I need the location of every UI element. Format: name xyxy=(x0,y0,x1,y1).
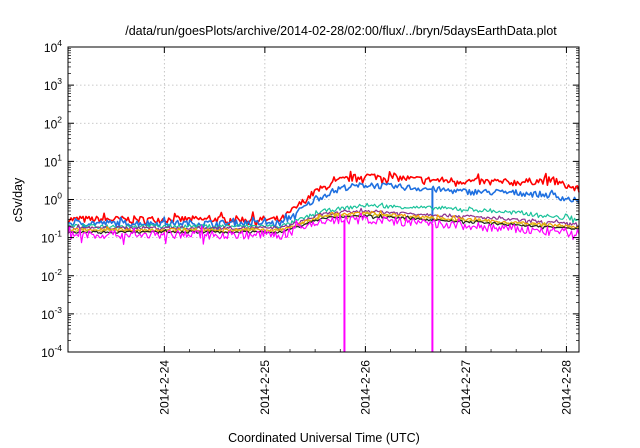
y-tick-label: 100 xyxy=(44,191,62,208)
y-tick-label: 10-3 xyxy=(41,305,62,322)
x-tick-label: 2014-2-28 xyxy=(559,360,573,415)
series-layer xyxy=(67,170,580,352)
x-tick-label: 2014-2-24 xyxy=(157,360,171,415)
y-tick-label: 10-2 xyxy=(41,267,62,284)
y-tick-label: 104 xyxy=(44,38,62,55)
grid-lines xyxy=(68,47,579,352)
series-line xyxy=(67,212,580,245)
y-tick-label: 103 xyxy=(44,76,62,93)
chart-title: /data/run/goesPlots/archive/2014-02-28/0… xyxy=(125,24,557,38)
y-tick-label: 10-1 xyxy=(41,229,62,246)
series-line xyxy=(67,214,580,235)
y-axis-label: cSv/day xyxy=(11,177,25,222)
series-line xyxy=(67,207,580,232)
series-line xyxy=(67,170,580,228)
x-tick-label: 2014-2-27 xyxy=(459,360,473,415)
y-tick-labels: 10-4 10-3 10-2 10-1 100 101 102 103 104 xyxy=(41,38,62,360)
x-tick-label: 2014-2-25 xyxy=(258,360,272,415)
x-tick-labels: 2014-2-24 2014-2-25 2014-2-26 2014-2-27 2014… xyxy=(157,360,573,415)
y-tick-label: 102 xyxy=(44,114,62,131)
series-line xyxy=(67,211,580,235)
series-line xyxy=(67,182,580,231)
series-line xyxy=(67,202,580,231)
x-tick-label: 2014-2-26 xyxy=(358,360,372,415)
y-tick-label: 101 xyxy=(44,152,62,169)
axis-ticks xyxy=(68,46,579,353)
y-tick-label: 10-4 xyxy=(41,343,62,360)
x-axis-label: Coordinated Universal Time (UTC) xyxy=(228,431,420,445)
